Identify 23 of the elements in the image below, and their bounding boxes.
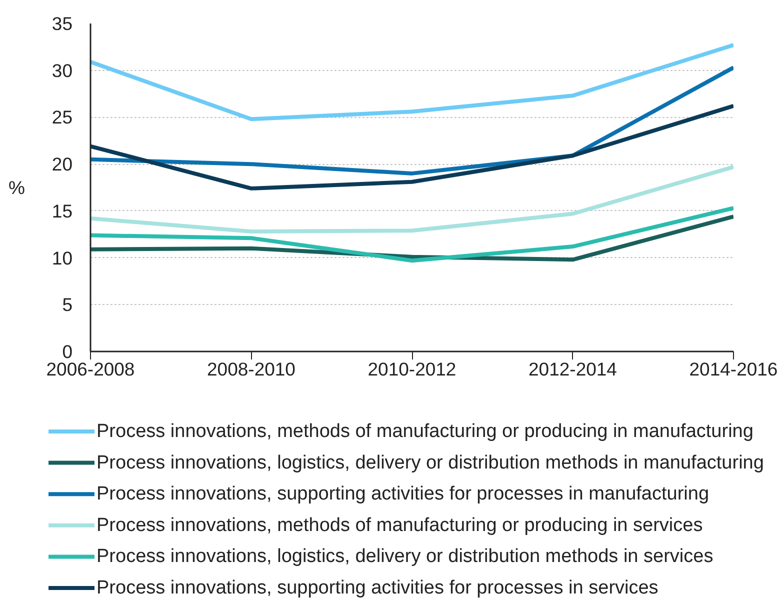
legend-label: Process innovations, methods of manufacturing or producing in manufacturing bbox=[96, 421, 754, 442]
y-tick-label: 35 bbox=[52, 13, 72, 34]
line-series bbox=[90, 206, 734, 263]
line-series bbox=[90, 66, 734, 176]
x-tick-label: 2010-2012 bbox=[368, 358, 456, 380]
x-tick-label: 2012-2014 bbox=[528, 358, 617, 380]
y-tick-label: 30 bbox=[52, 60, 72, 81]
legend-label: Process innovations, supporting activities for processes in manufacturing bbox=[96, 484, 710, 505]
y-tick-label: 10 bbox=[52, 247, 72, 268]
y-tick-label: 25 bbox=[52, 106, 72, 128]
legend-label: Process innovations, supporting activities for processes in services bbox=[96, 578, 658, 598]
line-series bbox=[90, 164, 734, 234]
y-tick-label: 15 bbox=[52, 200, 72, 222]
y-axis-title: % bbox=[8, 177, 25, 198]
line-series bbox=[90, 43, 734, 122]
x-tick-label: 2014-2016 bbox=[689, 358, 778, 380]
line-series bbox=[90, 104, 734, 190]
y-tick-label: 5 bbox=[62, 294, 73, 316]
x-tick-label: 2008-2010 bbox=[207, 358, 296, 380]
legend-label: Process innovations, logistics, delivery or distribution methods in services bbox=[96, 546, 714, 568]
legend-label: Process innovations, logistics, delivery or distribution methods in manufacturing bbox=[96, 452, 764, 474]
y-tick-label: 20 bbox=[52, 154, 72, 175]
legend-label: Process innovations, methods of manufacturing or producing in services bbox=[96, 514, 703, 536]
